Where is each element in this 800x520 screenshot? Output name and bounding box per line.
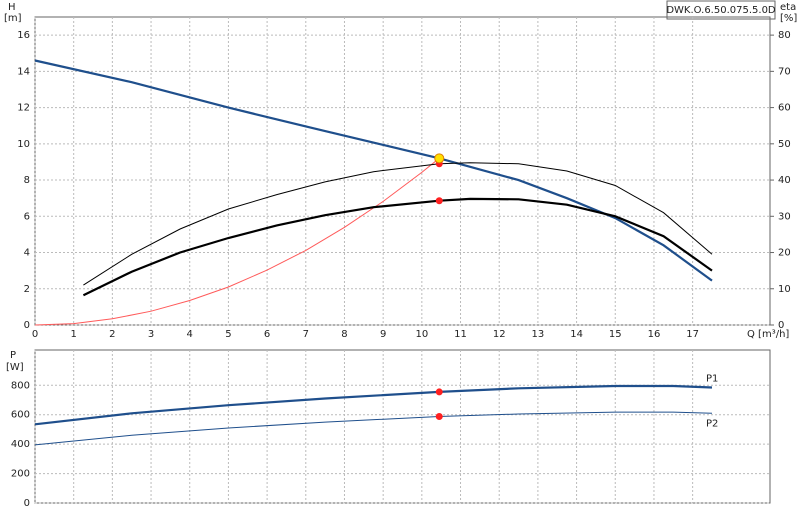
curve (82, 197, 713, 297)
y-tick-label: 8 (24, 175, 30, 186)
series-label: P1 (706, 374, 718, 385)
y-axis-unit: [m] (4, 13, 22, 24)
model-label: DWK.O.6.50.075.5.0D (666, 5, 776, 16)
model-box (666, 0, 776, 20)
y-tick-label: 0 (24, 320, 30, 331)
y-tick-label: 10 (17, 139, 30, 150)
x-tick-label: 11 (454, 329, 467, 340)
duty-point (435, 412, 443, 420)
y-tick-label: 200 (11, 469, 30, 480)
y2-tick-label: 10 (778, 284, 791, 295)
x-tick-label: 8 (341, 329, 347, 340)
y2-axis-label: eta (780, 2, 796, 13)
y-tick-label: 0 (24, 498, 30, 509)
x-tick-label: 6 (264, 329, 270, 340)
y-tick-label: 12 (17, 103, 30, 114)
y-axis-label: H (8, 2, 16, 13)
x-tick-label: 17 (686, 329, 699, 340)
duty-point (435, 388, 443, 396)
y2-tick-label: 50 (778, 139, 791, 150)
curve (34, 59, 713, 282)
x-tick-label: 15 (609, 329, 622, 340)
plot-frame (34, 349, 771, 504)
duty-point (435, 197, 443, 205)
x-tick-label: 10 (415, 329, 428, 340)
curve (83, 162, 713, 286)
x-tick-label: 2 (109, 329, 115, 340)
y2-tick-label: 40 (778, 175, 791, 186)
duty-point (434, 153, 445, 164)
x-tick-label: 0 (32, 329, 38, 340)
y-tick-label: 16 (17, 30, 30, 41)
x-tick-label: 14 (570, 329, 583, 340)
curve (34, 411, 713, 446)
y-tick-label: 800 (11, 380, 30, 391)
y-tick-label: 6 (24, 211, 30, 222)
y2-tick-label: 80 (778, 30, 791, 41)
y-axis-label: P (10, 350, 16, 361)
x-tick-label: 3 (148, 329, 154, 340)
x-tick-label: 1 (70, 329, 76, 340)
y2-axis-unit: [%] (780, 13, 797, 24)
curve (34, 384, 713, 426)
y-tick-label: 4 (24, 248, 30, 259)
y2-tick-label: 70 (778, 66, 791, 77)
y-tick-label: 2 (24, 284, 30, 295)
x-tick-label: 7 (303, 329, 309, 340)
x-axis-label: Q [m³/h] (747, 329, 789, 340)
y2-tick-label: 30 (778, 211, 791, 222)
x-tick-label: 13 (532, 329, 545, 340)
y2-tick-label: 20 (778, 248, 791, 259)
x-tick-label: 9 (380, 329, 386, 340)
y-tick-label: 600 (11, 410, 30, 421)
x-tick-label: 5 (225, 329, 231, 340)
y2-tick-label: 60 (778, 103, 791, 114)
curve (34, 157, 440, 326)
y-axis-unit: [W] (6, 362, 24, 373)
series-label: P2 (706, 418, 718, 429)
x-tick-label: 4 (187, 329, 193, 340)
x-tick-label: 12 (493, 329, 506, 340)
y2-tick-label: 0 (778, 320, 784, 331)
y-tick-label: 14 (17, 66, 30, 77)
x-tick-label: 16 (648, 329, 661, 340)
y-tick-label: 400 (11, 439, 30, 450)
plot-frame (34, 16, 771, 326)
